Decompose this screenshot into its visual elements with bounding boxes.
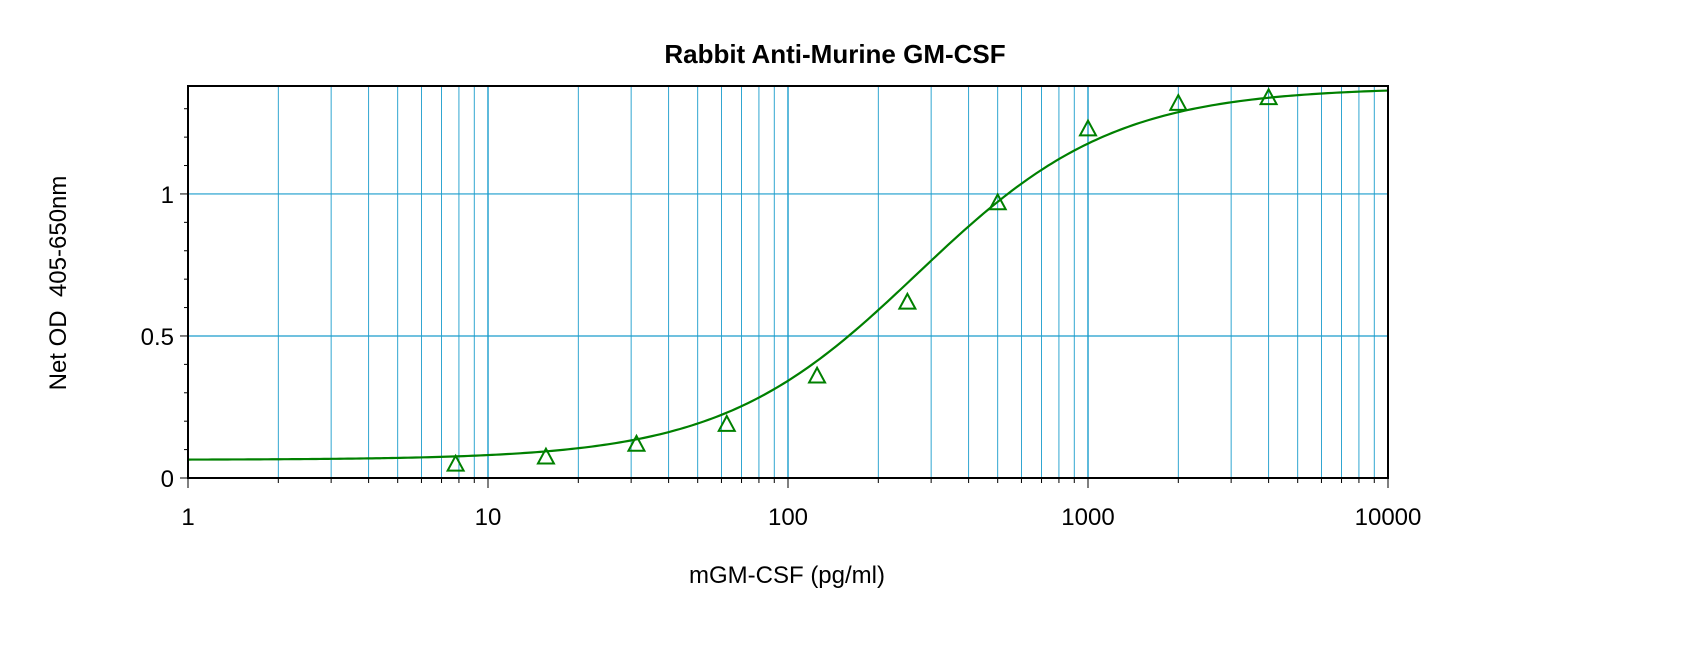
data-point-triangle [807, 365, 827, 384]
chart-title: Rabbit Anti-Murine GM-CSF [664, 39, 1005, 69]
curve-layer [187, 89, 1389, 461]
y-tick-label: 0.5 [141, 324, 174, 351]
data-point-triangle [717, 413, 737, 432]
data-point-triangle [897, 291, 918, 310]
y-axis-label: Net OD 405-650nm [45, 176, 72, 391]
x-tick-label: 10 [475, 504, 502, 531]
x-tick-label: 10000 [1355, 504, 1422, 531]
x-tick-label: 1000 [1061, 504, 1114, 531]
fit-curve [187, 89, 1389, 461]
data-point-triangle [988, 192, 1008, 211]
plot-frame [187, 85, 1389, 479]
y-tick-label: 0 [161, 466, 174, 493]
data-point-triangle [1168, 92, 1188, 111]
data-point-triangle [1078, 118, 1098, 137]
grid-layer [188, 86, 1388, 478]
x-tick-label: 1 [181, 504, 194, 531]
data-point-triangle [445, 453, 466, 472]
frame-layer [187, 85, 1389, 479]
data-point-triangle [1258, 87, 1279, 106]
tick-layer: 0 0.5 1 1 10 100 1000 10000 [141, 108, 1422, 531]
y-tick-label: 1 [161, 182, 174, 209]
point-layer [445, 87, 1279, 472]
data-point-triangle [626, 433, 647, 452]
data-point-triangle [536, 446, 556, 465]
x-tick-label: 100 [768, 504, 808, 531]
x-axis-label: mGM-CSF (pg/ml) [689, 562, 885, 589]
